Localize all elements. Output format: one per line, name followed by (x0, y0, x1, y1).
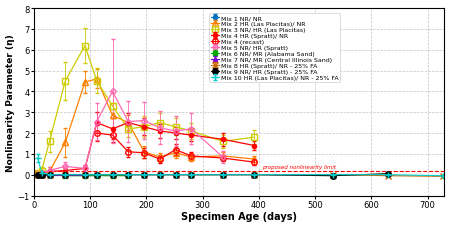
X-axis label: Specimen Age (days): Specimen Age (days) (181, 212, 297, 222)
Text: proposed nonlinearity limit: proposed nonlinearity limit (261, 165, 336, 170)
Legend: Mix 1 NR/ NR, Mix 2 HR (Las Placitas)/ NR, Mix 3 NR/ HR (Las Placitas), Mix 4 HR: Mix 1 NR/ NR, Mix 2 HR (Las Placitas)/ N… (209, 14, 340, 83)
Y-axis label: Nonlinearity Parameter (η): Nonlinearity Parameter (η) (5, 34, 14, 171)
